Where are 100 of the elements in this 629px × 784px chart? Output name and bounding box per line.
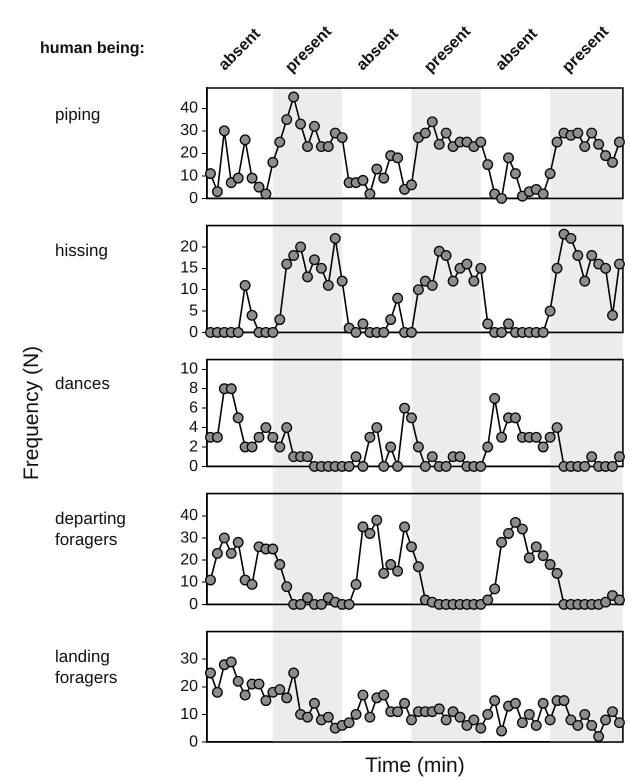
point (274, 684, 286, 696)
point (281, 258, 292, 270)
point (392, 152, 404, 164)
point (322, 141, 334, 152)
point (538, 698, 549, 709)
point (246, 579, 258, 590)
point (482, 708, 494, 720)
point (454, 712, 466, 723)
point (524, 552, 535, 564)
y-tick-label: 40 (180, 507, 198, 524)
point (302, 451, 313, 462)
point (205, 574, 216, 586)
point (586, 720, 598, 731)
point (440, 714, 452, 726)
point (274, 136, 286, 148)
point (385, 559, 396, 570)
point (385, 314, 396, 326)
point (364, 188, 376, 200)
point (530, 432, 542, 443)
point (302, 141, 313, 152)
point (378, 460, 390, 472)
y-tick-label: 30 (180, 529, 198, 546)
point (392, 706, 404, 718)
point (281, 422, 292, 434)
point (461, 258, 472, 270)
point (399, 698, 410, 709)
point (358, 460, 368, 472)
point (544, 714, 556, 726)
y-tick-label: 2 (189, 438, 198, 456)
point (503, 152, 514, 164)
point (572, 128, 584, 139)
text: dances (55, 373, 111, 394)
point (392, 566, 404, 577)
y-tick-label: 0 (189, 190, 198, 207)
point (281, 581, 292, 592)
point (510, 168, 521, 180)
text: departing foragers (55, 508, 127, 550)
point (544, 168, 556, 180)
y-tick-label: 30 (180, 122, 198, 140)
point (516, 717, 528, 728)
point (246, 172, 258, 184)
point (254, 678, 264, 690)
point (496, 432, 508, 443)
point (593, 138, 604, 150)
point (412, 442, 424, 452)
y-tick-label: 20 (180, 551, 198, 568)
point (496, 726, 508, 736)
y-tick-label: 0 (189, 596, 198, 613)
point (232, 676, 244, 687)
point (205, 668, 216, 678)
point (212, 432, 223, 443)
point (524, 708, 535, 720)
y-tick-label: 4 (189, 418, 198, 436)
point (412, 561, 424, 572)
point (426, 280, 438, 291)
point (475, 262, 486, 274)
point (246, 442, 258, 452)
point (586, 128, 598, 139)
point (579, 141, 590, 152)
point (267, 156, 278, 168)
point (579, 708, 590, 720)
point (226, 656, 237, 668)
point (482, 594, 494, 606)
point (371, 514, 382, 526)
point (267, 432, 278, 443)
point (558, 695, 570, 706)
point (316, 598, 327, 610)
point (448, 706, 459, 718)
point (461, 720, 472, 731)
point (344, 717, 355, 728)
point (350, 579, 362, 590)
point (600, 714, 612, 726)
point (607, 156, 618, 168)
point (358, 318, 368, 330)
point (468, 276, 480, 287)
point (358, 690, 368, 701)
point (426, 116, 438, 128)
point (565, 714, 576, 726)
point (364, 712, 376, 723)
point (538, 550, 549, 562)
point (475, 722, 486, 734)
point (232, 412, 244, 424)
point (538, 442, 549, 452)
point (274, 442, 286, 452)
point (392, 460, 404, 472)
text: hissing (55, 240, 109, 261)
y-tick-label: 40 (180, 100, 198, 117)
point (434, 138, 445, 150)
point (440, 128, 452, 139)
point (586, 451, 598, 462)
y-tick-label: 20 (180, 238, 198, 256)
point (448, 276, 459, 287)
point (607, 310, 618, 321)
point (607, 460, 618, 472)
point (565, 232, 576, 244)
point (406, 541, 417, 552)
point (212, 686, 223, 698)
point (614, 136, 625, 148)
point (218, 532, 230, 544)
point (496, 192, 508, 204)
